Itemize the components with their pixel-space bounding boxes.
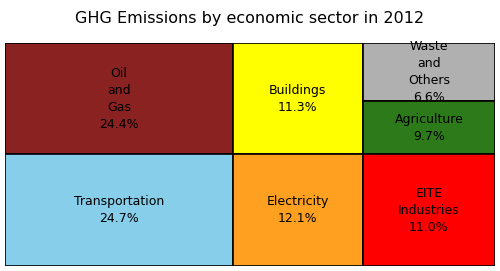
Bar xyxy=(233,43,362,154)
Text: Transportation
24.7%: Transportation 24.7% xyxy=(74,195,164,225)
Bar xyxy=(5,43,233,154)
Text: EITE
Industries
11.0%: EITE Industries 11.0% xyxy=(398,186,460,234)
Bar xyxy=(362,154,495,266)
Bar xyxy=(5,154,233,266)
Text: Waste
and
Others
6.6%: Waste and Others 6.6% xyxy=(408,40,450,104)
Bar xyxy=(362,101,495,154)
Text: Buildings
11.3%: Buildings 11.3% xyxy=(269,84,326,114)
Bar xyxy=(233,154,362,266)
Text: GHG Emissions by economic sector in 2012: GHG Emissions by economic sector in 2012 xyxy=(76,11,424,27)
Text: Electricity
12.1%: Electricity 12.1% xyxy=(266,195,329,225)
Bar xyxy=(362,43,495,101)
Text: Agriculture
9.7%: Agriculture 9.7% xyxy=(394,113,464,143)
Text: Oil
and
Gas
24.4%: Oil and Gas 24.4% xyxy=(99,67,138,131)
